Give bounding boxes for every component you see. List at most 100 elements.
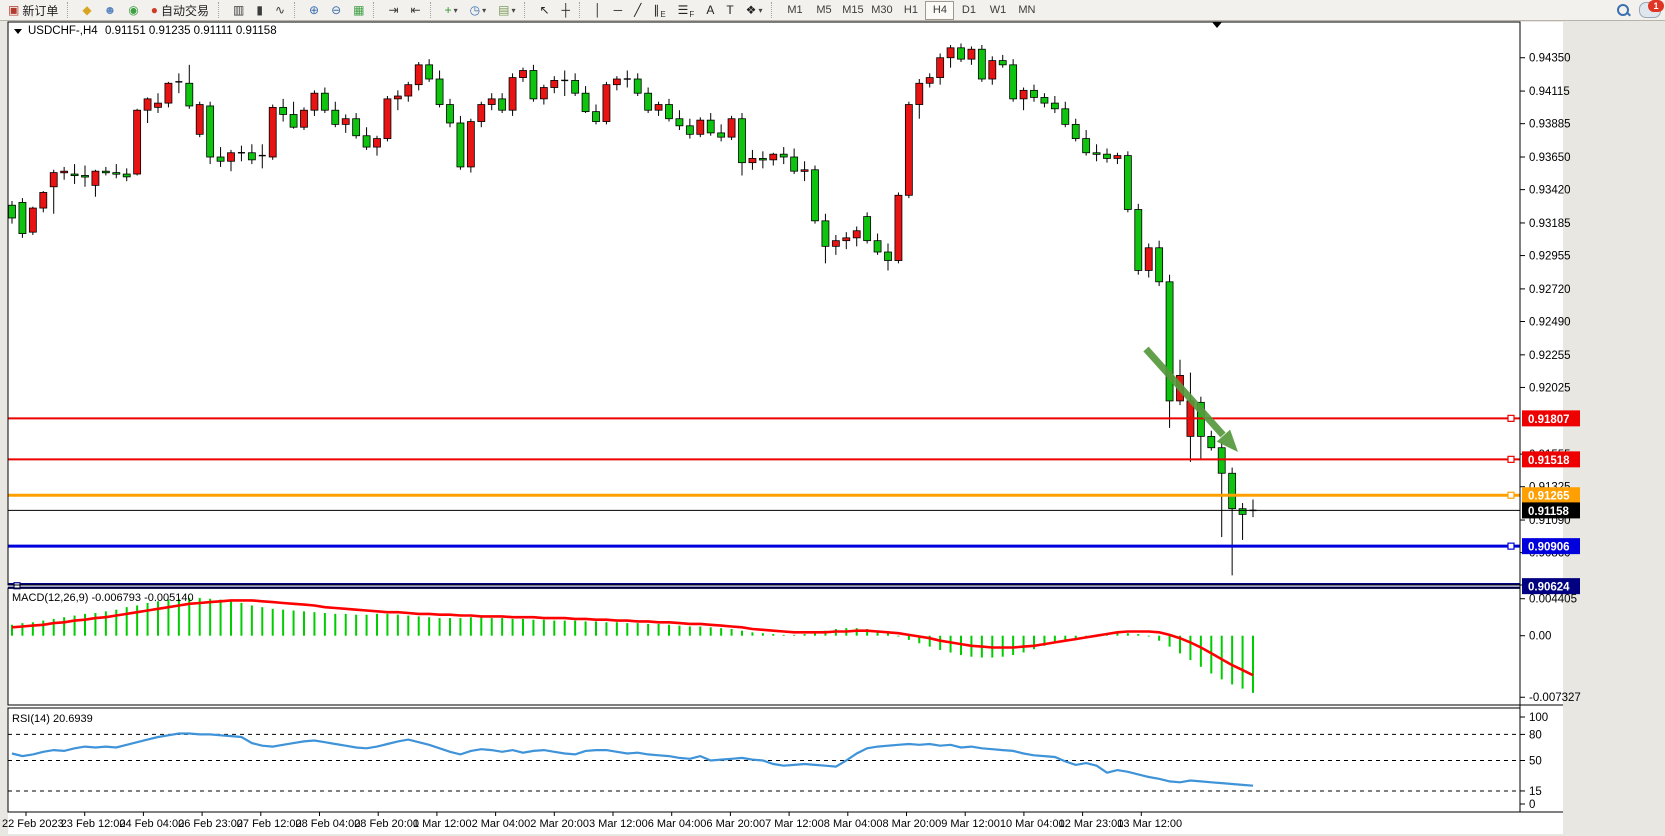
chart-shift-button[interactable]: ⇤ bbox=[406, 0, 426, 20]
toolbar-separator bbox=[579, 2, 585, 18]
notification-badge: 1 bbox=[1648, 0, 1664, 12]
svg-text:-0.007327: -0.007327 bbox=[1529, 692, 1581, 704]
auto-scroll-button[interactable]: ⇥ bbox=[383, 0, 403, 20]
toolbar-separator bbox=[294, 2, 300, 18]
channel-tool-button[interactable]: ∥ E bbox=[648, 0, 670, 20]
svg-text:23 Feb 12:00: 23 Feb 12:00 bbox=[61, 818, 126, 830]
svg-text:12 Mar 23:00: 12 Mar 23:00 bbox=[1059, 818, 1124, 830]
svg-text:7 Mar 12:00: 7 Mar 12:00 bbox=[765, 818, 824, 830]
autotrade-button-label: 自动交易 bbox=[160, 3, 209, 18]
scroll-to-end-marker[interactable] bbox=[1212, 22, 1222, 28]
profiles-icon: ◆ bbox=[82, 3, 92, 17]
svg-text:0.92255: 0.92255 bbox=[1529, 350, 1571, 362]
bar-chart-mode-button[interactable]: ▥ bbox=[228, 0, 249, 20]
timeframe-button-h4[interactable]: H4 bbox=[925, 0, 955, 20]
cursor-tool-button[interactable]: ↖ bbox=[534, 0, 554, 20]
trendline-tool-button[interactable]: ╱ bbox=[629, 0, 646, 20]
line-chart-mode-button[interactable]: ∿ bbox=[270, 0, 290, 20]
signals-button[interactable]: ◉ bbox=[123, 0, 143, 20]
notifications-icon[interactable]: 1 bbox=[1639, 0, 1664, 18]
svg-text:80: 80 bbox=[1529, 729, 1542, 741]
rsi-label: RSI(14) 20.6939 bbox=[12, 713, 93, 725]
profiles-button[interactable]: ◆ bbox=[77, 0, 96, 20]
svg-text:0.004405: 0.004405 bbox=[1529, 594, 1577, 606]
svg-text:1 Mar 12:00: 1 Mar 12:00 bbox=[413, 818, 472, 830]
chevron-down-icon: ▾ bbox=[453, 5, 458, 15]
price-badge bbox=[1522, 578, 1580, 595]
new-chart-button[interactable]: + ▾ bbox=[440, 0, 463, 20]
zoom-in-button[interactable]: ⊕ bbox=[304, 0, 324, 20]
crosshair-tool-button[interactable]: ┼ bbox=[557, 0, 576, 20]
community-button[interactable]: ☻ bbox=[99, 0, 122, 20]
svg-text:2 Mar 20:00: 2 Mar 20:00 bbox=[530, 818, 589, 830]
bar-chart-icon: ▥ bbox=[232, 3, 245, 17]
top-toolbar: ▣ 新订单 ◆ ☻ ◉ ● 自动交易 ▥ ▮ ∿ ⊕ ⊖ ▦ ⇥ ⇤ + ▾ ◷ ▾ ▤ ▾ ↖ ┼ │ ─ ╱ ∥ E ☰ F A T ❖ ▾ M… bbox=[0, 0, 1665, 21]
rsi-indicator: RSI(14) 20.6939 100 80 50 150 bbox=[8, 712, 1548, 811]
shapes-tool-button[interactable]: ❖ ▾ bbox=[741, 0, 768, 20]
line-handle[interactable] bbox=[1507, 491, 1515, 499]
svg-text:0.92720: 0.92720 bbox=[1529, 284, 1571, 296]
toolbar-separator bbox=[217, 2, 224, 18]
timeframe-button-m5[interactable]: M5 bbox=[816, 4, 832, 16]
svg-text:0.92025: 0.92025 bbox=[1529, 382, 1571, 394]
vertical-line-tool-button[interactable]: │ bbox=[589, 0, 607, 20]
svg-text:0.94115: 0.94115 bbox=[1529, 86, 1570, 98]
line-handle[interactable] bbox=[1507, 414, 1515, 422]
timeframe-button-w1[interactable]: W1 bbox=[989, 4, 1007, 16]
timeframe-button-mn[interactable]: MN bbox=[1018, 4, 1036, 16]
trend-arrow-annotation[interactable] bbox=[1143, 346, 1238, 452]
text-icon: A bbox=[706, 3, 715, 17]
price-badge bbox=[1522, 410, 1580, 427]
tile-windows-icon: ▦ bbox=[353, 3, 365, 17]
timeframe-button-m15[interactable]: M15 bbox=[842, 4, 864, 16]
line-handle[interactable] bbox=[13, 582, 21, 590]
trendline-icon: ╱ bbox=[634, 3, 642, 17]
new-order-button[interactable]: ▣ 新订单 bbox=[3, 0, 63, 20]
timeframe-button-m1[interactable]: M1 bbox=[787, 4, 803, 16]
svg-text:6 Mar 04:00: 6 Mar 04:00 bbox=[648, 818, 707, 830]
macd-signal-line bbox=[11, 599, 1254, 677]
macd-label: MACD(12,26,9) -0.006793 -0.005140 bbox=[12, 592, 194, 604]
toolbar-separator bbox=[373, 2, 379, 18]
price-badge bbox=[1522, 451, 1580, 468]
line-handle[interactable] bbox=[1507, 542, 1515, 550]
line-chart-icon: ∿ bbox=[274, 3, 285, 17]
tile-windows-button[interactable]: ▦ bbox=[348, 0, 369, 20]
crosshair-icon: ┼ bbox=[561, 3, 571, 17]
svg-text:2 Mar 04:00: 2 Mar 04:00 bbox=[472, 818, 531, 830]
chart-window[interactable]: 0.94350 0.94115 0.93885 0.93650 0.93420 0.931… bbox=[0, 21, 1665, 836]
toolbar-separator bbox=[67, 2, 73, 18]
zoom-out-button[interactable]: ⊖ bbox=[326, 0, 346, 20]
svg-text:0.91158: 0.91158 bbox=[1528, 506, 1570, 518]
fibonacci-tool-button[interactable]: ☰ F bbox=[673, 0, 700, 20]
clock-icon: ◷ bbox=[469, 3, 481, 17]
zoom-in-icon: ⊕ bbox=[309, 3, 320, 17]
fibonacci-icon: ☰ bbox=[677, 3, 689, 17]
horizontal-line-tool-button[interactable]: ─ bbox=[609, 0, 628, 20]
chart-shift-icon: ⇤ bbox=[410, 3, 421, 17]
candlestick-mode-button[interactable]: ▮ bbox=[251, 0, 268, 20]
svg-text:0.93650: 0.93650 bbox=[1529, 152, 1571, 164]
autotrade-button[interactable]: ● 自动交易 bbox=[146, 0, 214, 20]
svg-text:0.90906: 0.90906 bbox=[1528, 542, 1570, 554]
timeframe-button-m30[interactable]: M30 bbox=[871, 4, 893, 16]
periodicity-button[interactable]: ◷ ▾ bbox=[465, 0, 492, 20]
timeframe-button-d1[interactable]: D1 bbox=[961, 4, 976, 16]
text-tool-button[interactable]: A bbox=[701, 0, 719, 20]
search-icon[interactable] bbox=[1617, 4, 1631, 17]
label-tool-button[interactable]: T bbox=[721, 0, 738, 20]
svg-text:28 Feb 04:00: 28 Feb 04:00 bbox=[296, 818, 361, 830]
ohlc-readout: 0.91151 0.91235 0.91111 0.91158 bbox=[105, 25, 277, 37]
svg-text:8 Mar 20:00: 8 Mar 20:00 bbox=[883, 818, 942, 830]
svg-text:26 Feb 23:00: 26 Feb 23:00 bbox=[178, 818, 243, 830]
template-icon: ▤ bbox=[498, 3, 510, 17]
svg-text:0.93185: 0.93185 bbox=[1529, 218, 1571, 230]
toolbar-right-group: 1 bbox=[1617, 0, 1664, 18]
chevron-down-icon: ▾ bbox=[758, 5, 763, 15]
timeframe-button-h1[interactable]: H1 bbox=[903, 4, 918, 16]
line-handle[interactable] bbox=[1507, 455, 1515, 463]
symbol-dropdown-icon[interactable] bbox=[14, 29, 22, 34]
templates-button[interactable]: ▤ ▾ bbox=[493, 0, 520, 20]
svg-text:13 Mar 12:00: 13 Mar 12:00 bbox=[1117, 818, 1182, 830]
price-badge bbox=[1522, 538, 1580, 555]
